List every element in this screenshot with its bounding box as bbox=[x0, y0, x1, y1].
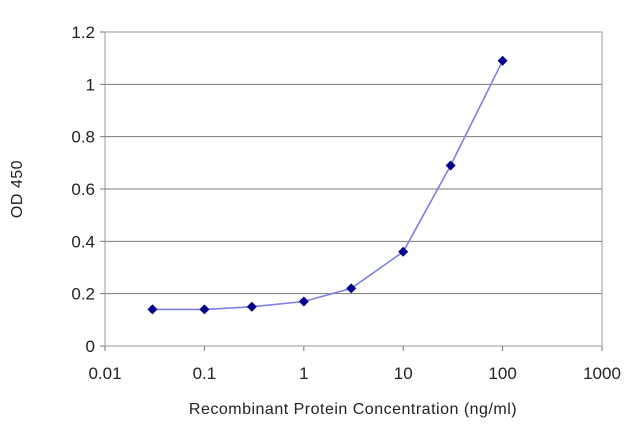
series-points bbox=[147, 55, 508, 315]
y-tick-label: 0 bbox=[86, 337, 95, 356]
data-point bbox=[497, 55, 508, 66]
x-tick-label: 1 bbox=[299, 364, 308, 383]
x-tick-label: 10 bbox=[394, 364, 413, 383]
series-line-path bbox=[152, 60, 504, 311]
data-point bbox=[346, 283, 357, 294]
x-tick-label: 0.1 bbox=[193, 364, 217, 383]
x-axis-ticks: 0.01 0.1 1 10 100 1000 bbox=[88, 346, 621, 383]
y-tick-label: 0.2 bbox=[71, 285, 95, 304]
x-tick-label: 1000 bbox=[583, 364, 621, 383]
y-tick-label: 0.8 bbox=[71, 128, 95, 147]
data-point bbox=[398, 246, 409, 257]
y-axis-ticks: 0 0.2 0.4 0.6 0.8 1 1.2 bbox=[71, 23, 105, 356]
data-point bbox=[246, 301, 257, 312]
y-axis-title: OD 450 bbox=[9, 160, 26, 218]
data-point bbox=[298, 296, 309, 307]
x-tick-label: 100 bbox=[488, 364, 516, 383]
x-axis-title: Recombinant Protein Concentration (ng/ml… bbox=[189, 401, 517, 418]
x-tick-label: 0.01 bbox=[88, 364, 121, 383]
data-point bbox=[199, 304, 210, 315]
series-line bbox=[152, 60, 504, 311]
y-tick-label: 1 bbox=[86, 75, 95, 94]
data-point bbox=[445, 160, 456, 171]
y-tick-label: 0.4 bbox=[71, 232, 95, 251]
grid-lines bbox=[105, 83, 602, 295]
y-tick-label: 0.6 bbox=[71, 180, 95, 199]
y-tick-label: 1.2 bbox=[71, 23, 95, 42]
data-point bbox=[147, 304, 158, 315]
